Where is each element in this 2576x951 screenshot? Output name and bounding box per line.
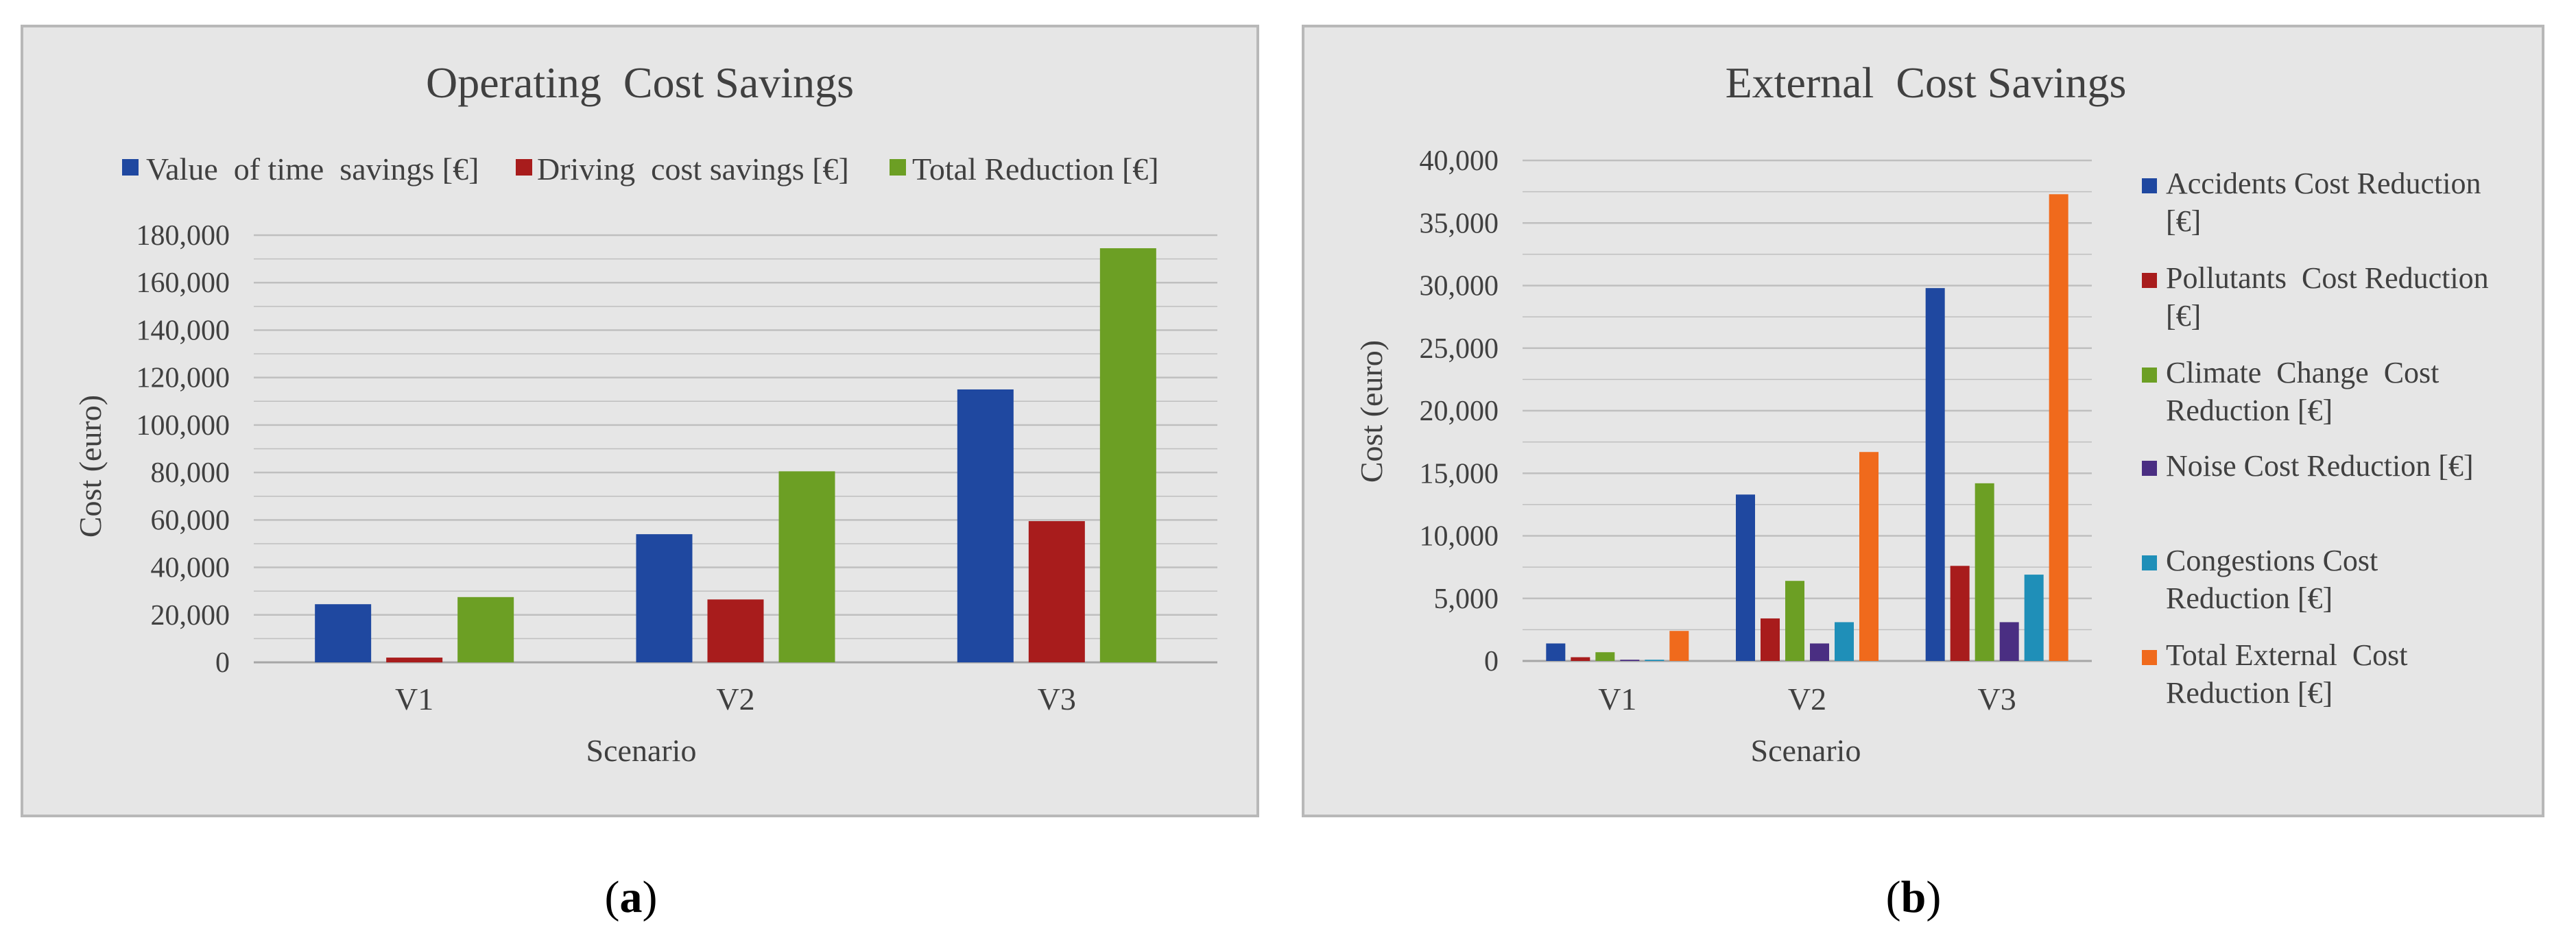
y-tick-label: 160,000 (136, 267, 230, 299)
bar-v3-series-1 (957, 389, 1014, 662)
legend-swatch (2142, 368, 2157, 383)
bar-v2-series-2 (707, 599, 764, 662)
legend-label: Total Reduction [€] (912, 152, 1159, 186)
x-tick-label: V2 (716, 682, 754, 717)
legend-label: Pollutants Cost Reduction [€] (2166, 261, 2489, 333)
bar-v1-series-3 (1595, 652, 1615, 661)
chart-b-gridlines (1523, 159, 2092, 662)
panel-label-b: (b) (1886, 872, 1942, 922)
y-tick-label: 10,000 (1420, 521, 1499, 553)
bar-v2-series-3 (1785, 581, 1804, 661)
bar-v3-series-3 (1975, 483, 1994, 661)
y-tick-label: 0 (215, 647, 230, 679)
bar-v1-series-1 (315, 604, 372, 662)
y-tick-label: 120,000 (136, 363, 230, 394)
chart-a-x-axis-label: Scenario (586, 733, 697, 768)
y-tick-label: 180,000 (136, 220, 230, 252)
legend-swatch (122, 159, 139, 176)
y-tick-label: 0 (1484, 646, 1499, 677)
x-tick-label: V3 (1038, 682, 1076, 717)
chart-b-x-tick-labels: V1 V2 V3 (1598, 682, 2016, 717)
chart-a-y-tick-labels: 0 20,000 40,000 60,000 80,000 100,000 120,000 1… (136, 220, 230, 679)
bar-v1-series-2 (386, 658, 443, 662)
bar-v3-series-1 (1925, 288, 1945, 661)
chart-a-y-axis-label: Cost (euro) (73, 395, 108, 538)
bar-v2-series-1 (1736, 494, 1755, 661)
chart-a-x-tick-labels: V1 V2 V3 (395, 682, 1076, 717)
legend-swatch (2142, 273, 2157, 288)
chart-a-legend: Value of time savings [€] Driving cost sa… (122, 152, 1159, 186)
bar-v3-series-3 (1099, 248, 1156, 662)
y-tick-label: 20,000 (151, 600, 230, 631)
y-tick-label: 5,000 (1434, 583, 1499, 615)
y-tick-label: 140,000 (136, 315, 230, 346)
chart-b-y-tick-labels: 0 5,000 10,000 15,000 20,000 25,000 30,000 35,0… (1420, 145, 1499, 677)
bar-v2-series-4 (1810, 643, 1829, 661)
bar-v2-series-2 (1761, 618, 1780, 661)
bar-v3-series-4 (1999, 622, 2019, 661)
x-tick-label: V1 (395, 682, 433, 717)
chart-b-bars (1546, 194, 2068, 661)
legend-swatch (2142, 461, 2157, 476)
legend-label: Accidents Cost Reduction [€] (2166, 167, 2481, 238)
bar-v1-series-3 (457, 597, 514, 662)
chart-a-panel (21, 25, 1259, 817)
legend-label: Congestions Cost Reduction [€] (2166, 544, 2378, 615)
x-tick-label: V2 (1788, 682, 1826, 717)
bar-v2-series-3 (778, 471, 835, 662)
y-tick-label: 40,000 (1420, 145, 1499, 177)
y-tick-label: 35,000 (1420, 208, 1499, 239)
legend-label: Total External Cost Reduction [€] (2166, 638, 2408, 710)
bar-v3-series-6 (2049, 194, 2068, 661)
y-tick-label: 30,000 (1420, 271, 1499, 302)
chart-b-panel (1302, 25, 2544, 817)
bar-v3-series-2 (1028, 521, 1085, 662)
bar-v1-series-5 (1645, 660, 1665, 661)
y-tick-label: 15,000 (1420, 458, 1499, 490)
chart-b-legend: Accidents Cost Reduction [€] Pollutants Co… (2142, 167, 2489, 710)
bar-v2-series-5 (1835, 622, 1854, 661)
x-tick-label: V3 (1978, 682, 2016, 717)
chart-b-y-axis-label: Cost (euro) (1354, 340, 1389, 483)
y-tick-label: 20,000 (1420, 396, 1499, 427)
legend-swatch (2142, 178, 2157, 193)
chart-a-title: Operating Cost Savings (426, 58, 854, 107)
bar-v1-series-1 (1546, 643, 1566, 661)
y-tick-label: 80,000 (151, 457, 230, 489)
external-cost-chart: External Cost Savings 0 5,000 10,000 15,000… (1302, 25, 2544, 817)
panel-label-a: (a) (605, 872, 658, 922)
chart-b-x-axis-label: Scenario (1751, 733, 1861, 768)
legend-label: Driving cost savings [€] (537, 152, 849, 186)
bar-v1-series-4 (1620, 660, 1640, 661)
legend-swatch (890, 159, 906, 176)
x-tick-label: V1 (1598, 682, 1636, 717)
chart-b-title: External Cost Savings (1726, 58, 2127, 107)
y-tick-label: 40,000 (151, 553, 230, 584)
y-tick-label: 60,000 (151, 505, 230, 536)
bar-v1-series-2 (1571, 657, 1590, 661)
legend-swatch (516, 159, 532, 176)
y-tick-label: 25,000 (1420, 333, 1499, 365)
bar-v1-series-6 (1669, 631, 1689, 661)
legend-label: Value of time savings [€] (146, 152, 479, 186)
bar-v2-series-1 (636, 534, 693, 662)
y-tick-label: 100,000 (136, 410, 230, 442)
legend-label: Noise Cost Reduction [€] (2166, 449, 2474, 483)
legend-swatch (2142, 555, 2157, 570)
chart-a-bars (315, 248, 1156, 662)
bar-v3-series-5 (2024, 575, 2044, 661)
bar-v2-series-6 (1859, 452, 1879, 661)
legend-label: Climate Change Cost Reduction [€] (2166, 356, 2439, 427)
bar-v3-series-2 (1950, 566, 1970, 661)
operating-cost-chart: Operating Cost Savings 0 20,000 40,000 60,0… (21, 25, 1259, 817)
legend-swatch (2142, 650, 2157, 665)
